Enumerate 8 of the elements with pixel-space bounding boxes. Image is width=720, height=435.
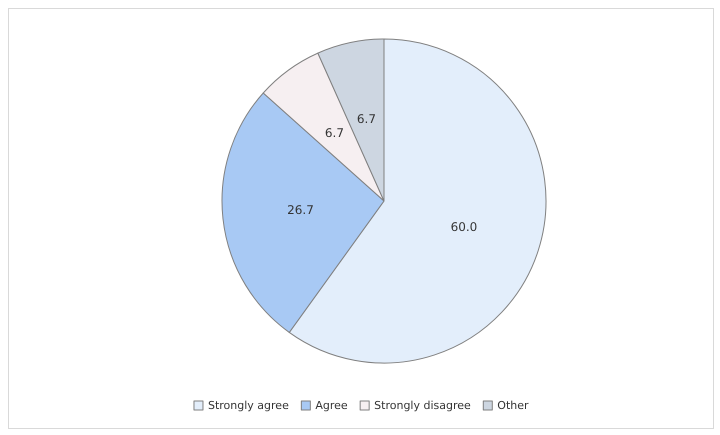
- data-label: 6.7: [324, 126, 344, 140]
- legend-label: Strongly agree: [208, 399, 290, 412]
- legend-label: Strongly disagree: [374, 399, 472, 412]
- data-label: 6.7: [356, 112, 376, 126]
- legend-label: Agree: [315, 399, 348, 412]
- data-label: 60.0: [450, 220, 478, 234]
- data-label: 26.7: [287, 203, 314, 218]
- legend-label: Other: [497, 399, 529, 412]
